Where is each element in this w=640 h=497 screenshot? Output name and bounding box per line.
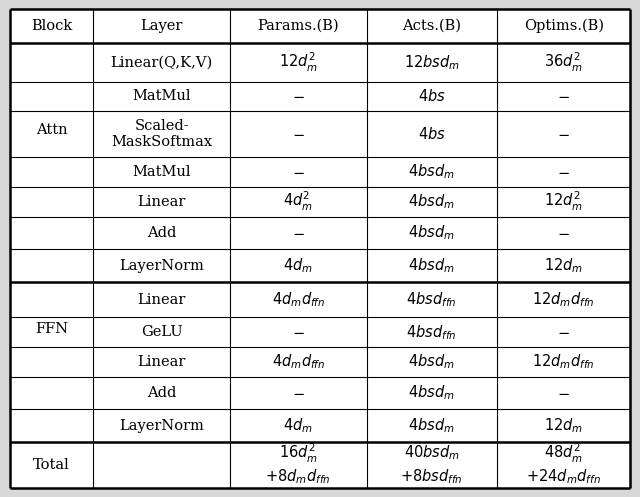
Text: $12d_md_{ffn}$: $12d_md_{ffn}$	[532, 353, 595, 371]
Text: $+8d_md_{ffn}$: $+8d_md_{ffn}$	[266, 468, 331, 487]
Text: $4bsd_m$: $4bsd_m$	[408, 353, 455, 371]
Text: LayerNorm: LayerNorm	[119, 419, 204, 433]
Text: MatMul: MatMul	[132, 165, 191, 179]
Text: $4d_md_{ffn}$: $4d_md_{ffn}$	[271, 290, 325, 309]
Text: $-$: $-$	[292, 165, 305, 179]
Text: $12d_m$: $12d_m$	[544, 416, 583, 435]
Text: $16d_m^2$: $16d_m^2$	[278, 441, 318, 465]
Text: $-$: $-$	[557, 89, 570, 103]
Text: $4d_m$: $4d_m$	[284, 416, 313, 435]
Text: Linear: Linear	[138, 355, 186, 369]
Text: $4bsd_m$: $4bsd_m$	[408, 384, 455, 403]
Text: Linear: Linear	[138, 293, 186, 307]
Text: $4d_m$: $4d_m$	[284, 256, 313, 275]
Text: $48d_m^2$: $48d_m^2$	[544, 441, 583, 465]
Text: $4d_md_{ffn}$: $4d_md_{ffn}$	[271, 353, 325, 371]
Text: Add: Add	[147, 386, 177, 400]
Text: $+24d_md_{ffn}$: $+24d_md_{ffn}$	[526, 468, 601, 487]
Text: $12d_md_{ffn}$: $12d_md_{ffn}$	[532, 290, 595, 309]
Text: FFN: FFN	[35, 323, 68, 336]
Text: $-$: $-$	[292, 127, 305, 141]
Text: $12bsd_m$: $12bsd_m$	[404, 53, 460, 72]
Text: $4bs$: $4bs$	[418, 126, 445, 142]
Text: $36d_m^2$: $36d_m^2$	[544, 51, 583, 74]
Text: $12d_m$: $12d_m$	[544, 256, 583, 275]
Text: Attn: Attn	[36, 123, 67, 137]
Text: $-$: $-$	[557, 386, 570, 400]
Text: LayerNorm: LayerNorm	[119, 258, 204, 272]
Text: $4bsd_{ffn}$: $4bsd_{ffn}$	[406, 290, 457, 309]
Text: $-$: $-$	[292, 386, 305, 400]
Text: $4bsd_m$: $4bsd_m$	[408, 163, 455, 181]
Text: $-$: $-$	[557, 326, 570, 339]
Text: Layer: Layer	[141, 19, 183, 33]
Text: Optims.(B): Optims.(B)	[524, 19, 604, 33]
Text: Params.(B): Params.(B)	[257, 19, 339, 33]
Text: Add: Add	[147, 226, 177, 240]
Text: Linear(Q,K,V): Linear(Q,K,V)	[111, 55, 213, 70]
Text: $4bsd_{ffn}$: $4bsd_{ffn}$	[406, 323, 457, 341]
Text: MatMul: MatMul	[132, 89, 191, 103]
Text: $-$: $-$	[557, 226, 570, 240]
Text: $-$: $-$	[292, 89, 305, 103]
Text: Linear: Linear	[138, 195, 186, 209]
Text: Scaled-
MaskSoftmax: Scaled- MaskSoftmax	[111, 119, 212, 150]
Text: $12d_m^2$: $12d_m^2$	[278, 51, 318, 74]
Text: Block: Block	[31, 19, 72, 33]
Text: $4bsd_m$: $4bsd_m$	[408, 192, 455, 211]
Text: Total: Total	[33, 458, 70, 472]
Text: $-$: $-$	[292, 226, 305, 240]
Text: $12d_m^2$: $12d_m^2$	[544, 190, 583, 213]
Text: Acts.(B): Acts.(B)	[403, 19, 461, 33]
Text: GeLU: GeLU	[141, 326, 182, 339]
Text: $4bsd_m$: $4bsd_m$	[408, 416, 455, 435]
Text: $+8bsd_{ffn}$: $+8bsd_{ffn}$	[401, 468, 463, 487]
Text: $-$: $-$	[557, 127, 570, 141]
Text: $-$: $-$	[557, 165, 570, 179]
Text: $4d_m^2$: $4d_m^2$	[284, 190, 313, 213]
Text: $4bsd_m$: $4bsd_m$	[408, 224, 455, 242]
Text: $-$: $-$	[292, 326, 305, 339]
Text: $40bsd_m$: $40bsd_m$	[404, 444, 460, 462]
Text: $4bs$: $4bs$	[418, 88, 445, 104]
Text: $4bsd_m$: $4bsd_m$	[408, 256, 455, 275]
